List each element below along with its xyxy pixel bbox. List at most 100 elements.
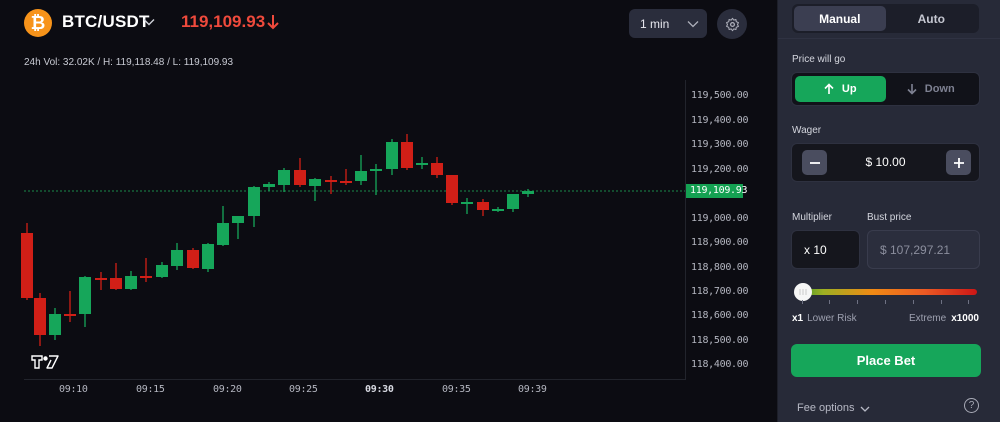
slider-tick — [829, 300, 830, 304]
candle[interactable] — [309, 178, 321, 201]
y-axis-label: 118,400.00 — [691, 359, 749, 370]
slider-tick — [857, 300, 858, 304]
multiplier-input[interactable]: x 10 — [791, 230, 860, 269]
increase-wager-button[interactable] — [946, 150, 971, 175]
slider-handle[interactable] — [794, 283, 812, 301]
wager-value[interactable]: $ 10.00 — [865, 155, 906, 169]
candle[interactable] — [340, 169, 352, 185]
wager-input[interactable]: $ 10.00 — [791, 143, 980, 182]
candle[interactable] — [355, 155, 367, 185]
down-button[interactable]: Down — [886, 76, 977, 102]
fee-options-toggle[interactable]: Fee options — [797, 402, 855, 414]
y-axis-line — [685, 80, 686, 380]
decrease-wager-button[interactable] — [802, 150, 827, 175]
candle[interactable] — [171, 243, 183, 270]
chevron-down-icon — [687, 21, 699, 28]
x-axis-label: 09:15 — [136, 384, 165, 395]
settings-button[interactable] — [717, 9, 747, 39]
y-axis-label: 119,500.00 — [691, 90, 749, 101]
candle[interactable] — [156, 262, 168, 278]
risk-max-value: x1000 — [951, 313, 979, 324]
candle[interactable] — [416, 157, 428, 169]
risk-max-label: Extreme — [908, 313, 947, 324]
slider-tick — [913, 300, 914, 304]
candle[interactable] — [34, 293, 46, 346]
y-axis-label: 118,900.00 — [691, 237, 749, 248]
candle[interactable] — [79, 276, 91, 327]
candle[interactable] — [49, 308, 61, 340]
x-axis-label: 09:39 — [518, 384, 547, 395]
chart-header: ₿ BTC/USDT 119,109.93 1 min — [0, 0, 777, 50]
candle[interactable] — [202, 243, 214, 272]
interval-dropdown[interactable]: 1 min — [629, 9, 707, 38]
direction-label: Price will go — [792, 54, 846, 65]
candle[interactable] — [278, 168, 290, 192]
multiplier-slider[interactable] — [802, 289, 977, 295]
candle[interactable] — [461, 198, 473, 214]
risk-min: x1 Lower Risk — [792, 313, 857, 324]
y-axis-label: 119,300.00 — [691, 139, 749, 150]
candle[interactable] — [21, 223, 33, 300]
divider — [778, 38, 1000, 39]
candle[interactable] — [140, 258, 152, 282]
up-button[interactable]: Up — [795, 76, 886, 102]
x-axis-line — [24, 379, 686, 380]
x-axis-label: 09:35 — [442, 384, 471, 395]
candle[interactable] — [492, 207, 504, 212]
place-bet-button[interactable]: Place Bet — [791, 344, 981, 377]
chevron-down-icon[interactable] — [143, 16, 155, 28]
candle[interactable] — [446, 175, 458, 205]
candle[interactable] — [64, 291, 76, 322]
tab-manual[interactable]: Manual — [794, 6, 886, 31]
y-axis-label: 119,400.00 — [691, 115, 749, 126]
minus-icon — [809, 161, 820, 164]
multiplier-label: Multiplier — [792, 212, 833, 223]
chevron-down-icon[interactable] — [860, 404, 870, 414]
candle[interactable] — [477, 199, 489, 216]
direction-toggle: Up Down — [791, 72, 980, 106]
pair-selector[interactable]: BTC/USDT — [62, 12, 150, 31]
candle[interactable] — [522, 189, 534, 197]
tab-auto[interactable]: Auto — [917, 11, 945, 26]
candle[interactable] — [507, 194, 519, 212]
candle[interactable] — [125, 271, 137, 290]
bust-price-label: Bust price — [867, 212, 912, 223]
candle[interactable] — [187, 248, 199, 269]
current-price-tag: 119,109.93 — [686, 184, 748, 198]
candle[interactable] — [431, 157, 443, 178]
current-price: 119,109.93 — [181, 12, 266, 31]
candle[interactable] — [217, 206, 229, 246]
chart-area: ₿ BTC/USDT 119,109.93 1 min 24h Vol: 32.… — [0, 0, 777, 422]
wager-label: Wager — [792, 125, 822, 136]
y-axis-label: 119,200.00 — [691, 164, 749, 175]
candle[interactable] — [294, 158, 306, 187]
candle[interactable] — [325, 176, 337, 194]
bet-panel: Manual Auto Price will go Up Down Wager … — [777, 0, 1000, 422]
candle[interactable] — [95, 272, 107, 290]
y-axis-label: 118,500.00 — [691, 335, 749, 346]
mode-toggle: Manual Auto — [792, 4, 979, 33]
candle[interactable] — [386, 139, 398, 175]
x-axis-label: 09:30 — [365, 384, 394, 395]
candle[interactable] — [232, 216, 244, 239]
arrow-down-icon — [907, 84, 917, 95]
y-axis-label: 119,000.00 — [691, 213, 749, 224]
x-axis-label: 09:25 — [289, 384, 318, 395]
x-axis-label: 09:10 — [59, 384, 88, 395]
candlestick-chart[interactable] — [0, 0, 777, 422]
help-icon[interactable]: ? — [964, 398, 979, 413]
candle[interactable] — [263, 182, 275, 191]
gear-icon — [725, 17, 739, 31]
slider-tick — [941, 300, 942, 304]
down-label: Down — [924, 83, 955, 95]
x-axis-label: 09:20 — [213, 384, 242, 395]
up-label: Up — [841, 83, 857, 95]
candle[interactable] — [110, 263, 122, 290]
candle[interactable] — [401, 134, 413, 170]
candle[interactable] — [248, 186, 260, 227]
bust-price-field: $ 107,297.21 — [867, 230, 980, 269]
tradingview-logo-icon[interactable] — [31, 355, 59, 369]
plus-icon — [953, 157, 964, 168]
candle[interactable] — [370, 164, 382, 195]
